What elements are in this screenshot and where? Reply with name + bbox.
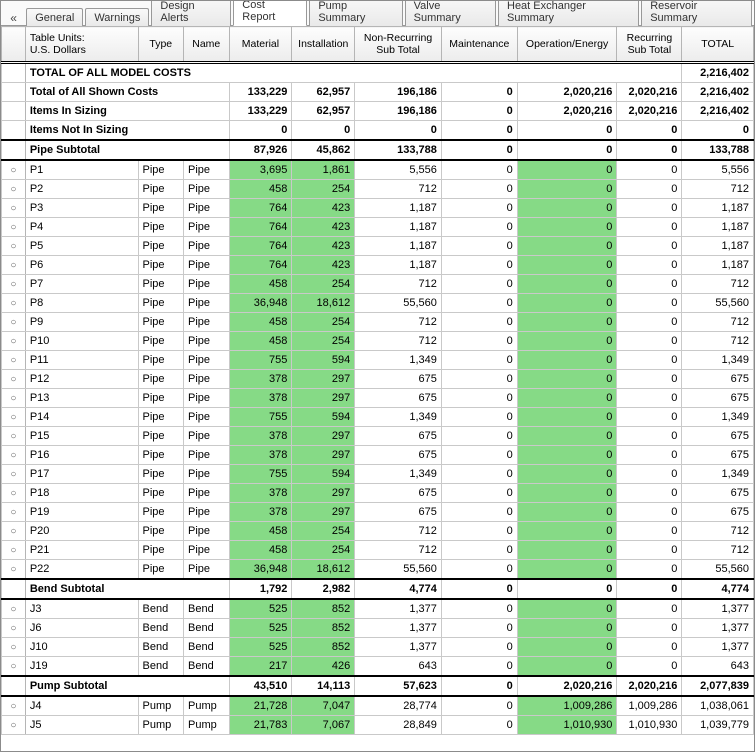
row-P22[interactable]: ○P22PipePipe36,94818,61255,56000055,560 [2, 560, 754, 580]
row-P2[interactable]: ○P2PipePipe458254712000712 [2, 180, 754, 199]
row-marker-icon: ○ [2, 599, 26, 619]
row-marker-icon: ○ [2, 160, 26, 180]
row-summary-0[interactable]: Total of All Shown Costs133,22962,957196… [2, 83, 754, 102]
row-marker-icon: ○ [2, 294, 26, 313]
tab-bar: « GeneralWarningsDesign AlertsCost Repor… [1, 1, 754, 26]
row-P11[interactable]: ○P11PipePipe7555941,3490001,349 [2, 351, 754, 370]
row-marker-icon: ○ [2, 560, 26, 580]
row-marker-icon: ○ [2, 332, 26, 351]
row-marker-icon: ○ [2, 389, 26, 408]
row-P9[interactable]: ○P9PipePipe458254712000712 [2, 313, 754, 332]
col-type[interactable]: Type [138, 27, 184, 63]
row-marker-icon: ○ [2, 446, 26, 465]
row-marker-icon: ○ [2, 199, 26, 218]
col-total[interactable]: TOTAL [682, 27, 754, 63]
col-op-energy[interactable]: Operation/Energy [517, 27, 617, 63]
row-marker-icon: ○ [2, 716, 26, 735]
row-P7[interactable]: ○P7PipePipe458254712000712 [2, 275, 754, 294]
tab-pump-summary[interactable]: Pump Summary [309, 0, 402, 26]
row-marker-icon: ○ [2, 503, 26, 522]
row-section-2[interactable]: Pump Subtotal43,51014,11357,62302,020,21… [2, 676, 754, 696]
row-marker-icon: ○ [2, 237, 26, 256]
col-installation[interactable]: Installation [292, 27, 355, 63]
cost-grid[interactable]: Table Units: U.S. Dollars Type Name Mate… [1, 26, 754, 752]
row-P20[interactable]: ○P20PipePipe458254712000712 [2, 522, 754, 541]
row-J10[interactable]: ○J10BendBend5258521,3770001,377 [2, 638, 754, 657]
row-marker-icon: ○ [2, 657, 26, 677]
tab-valve-summary[interactable]: Valve Summary [405, 0, 496, 26]
row-marker-icon: ○ [2, 522, 26, 541]
row-P21[interactable]: ○P21PipePipe458254712000712 [2, 541, 754, 560]
row-P17[interactable]: ○P17PipePipe7555941,3490001,349 [2, 465, 754, 484]
col-r-subtotal[interactable]: Recurring Sub Total [617, 27, 682, 63]
row-section-0[interactable]: Pipe Subtotal87,92645,862133,788000133,7… [2, 140, 754, 160]
tab-design-alerts[interactable]: Design Alerts [151, 0, 231, 26]
row-marker-icon: ○ [2, 256, 26, 275]
row-marker-icon: ○ [2, 696, 26, 716]
row-marker-icon: ○ [2, 427, 26, 446]
row-P14[interactable]: ○P14PipePipe7555941,3490001,349 [2, 408, 754, 427]
row-section-1[interactable]: Bend Subtotal1,7922,9824,7740004,774 [2, 579, 754, 599]
row-P13[interactable]: ○P13PipePipe378297675000675 [2, 389, 754, 408]
row-P1[interactable]: ○P1PipePipe3,6951,8615,5560005,556 [2, 160, 754, 180]
tab-general[interactable]: General [26, 8, 83, 26]
row-J4[interactable]: ○J4PumpPump21,7287,04728,77401,009,2861,… [2, 696, 754, 716]
row-marker-icon: ○ [2, 541, 26, 560]
row-P18[interactable]: ○P18PipePipe378297675000675 [2, 484, 754, 503]
row-J6[interactable]: ○J6BendBend5258521,3770001,377 [2, 619, 754, 638]
row-marker-icon: ○ [2, 619, 26, 638]
row-total-all[interactable]: TOTAL OF ALL MODEL COSTS2,216,402 [2, 63, 754, 83]
row-summary-1[interactable]: Items In Sizing133,22962,957196,18602,02… [2, 102, 754, 121]
row-P3[interactable]: ○P3PipePipe7644231,1870001,187 [2, 199, 754, 218]
row-P8[interactable]: ○P8PipePipe36,94818,61255,56000055,560 [2, 294, 754, 313]
col-material[interactable]: Material [229, 27, 292, 63]
row-P15[interactable]: ○P15PipePipe378297675000675 [2, 427, 754, 446]
row-P19[interactable]: ○P19PipePipe378297675000675 [2, 503, 754, 522]
row-P10[interactable]: ○P10PipePipe458254712000712 [2, 332, 754, 351]
row-summary-2[interactable]: Items Not In Sizing0000000 [2, 121, 754, 141]
tab-reservoir-summary[interactable]: Reservoir Summary [641, 0, 752, 26]
row-marker-icon: ○ [2, 218, 26, 237]
col-nr-subtotal[interactable]: Non-Recurring Sub Total [355, 27, 442, 63]
row-marker-icon: ○ [2, 484, 26, 503]
row-marker-icon: ○ [2, 465, 26, 484]
tab-heat-exchanger-summary[interactable]: Heat Exchanger Summary [498, 0, 639, 26]
corner-cell [2, 27, 26, 63]
cost-table: Table Units: U.S. Dollars Type Name Mate… [1, 26, 754, 735]
row-marker-icon: ○ [2, 408, 26, 427]
collapse-icon[interactable]: « [5, 11, 22, 25]
row-P12[interactable]: ○P12PipePipe378297675000675 [2, 370, 754, 389]
row-marker-icon: ○ [2, 638, 26, 657]
row-P5[interactable]: ○P5PipePipe7644231,1870001,187 [2, 237, 754, 256]
row-marker-icon: ○ [2, 351, 26, 370]
row-P6[interactable]: ○P6PipePipe7644231,1870001,187 [2, 256, 754, 275]
col-name[interactable]: Name [184, 27, 230, 63]
row-P4[interactable]: ○P4PipePipe7644231,1870001,187 [2, 218, 754, 237]
tab-warnings[interactable]: Warnings [85, 8, 149, 26]
row-P16[interactable]: ○P16PipePipe378297675000675 [2, 446, 754, 465]
row-J3[interactable]: ○J3BendBend5258521,3770001,377 [2, 599, 754, 619]
row-marker-icon: ○ [2, 313, 26, 332]
row-marker-icon: ○ [2, 370, 26, 389]
row-marker-icon: ○ [2, 180, 26, 199]
row-marker-icon: ○ [2, 275, 26, 294]
tab-cost-report[interactable]: Cost Report [233, 0, 307, 26]
row-J19[interactable]: ○J19BendBend217426643000643 [2, 657, 754, 677]
col-units[interactable]: Table Units: U.S. Dollars [25, 27, 138, 63]
row-J5[interactable]: ○J5PumpPump21,7837,06728,84901,010,9301,… [2, 716, 754, 735]
cost-report-panel: « GeneralWarningsDesign AlertsCost Repor… [0, 0, 755, 752]
total-label: TOTAL OF ALL MODEL COSTS [25, 63, 682, 83]
col-maintenance[interactable]: Maintenance [441, 27, 517, 63]
